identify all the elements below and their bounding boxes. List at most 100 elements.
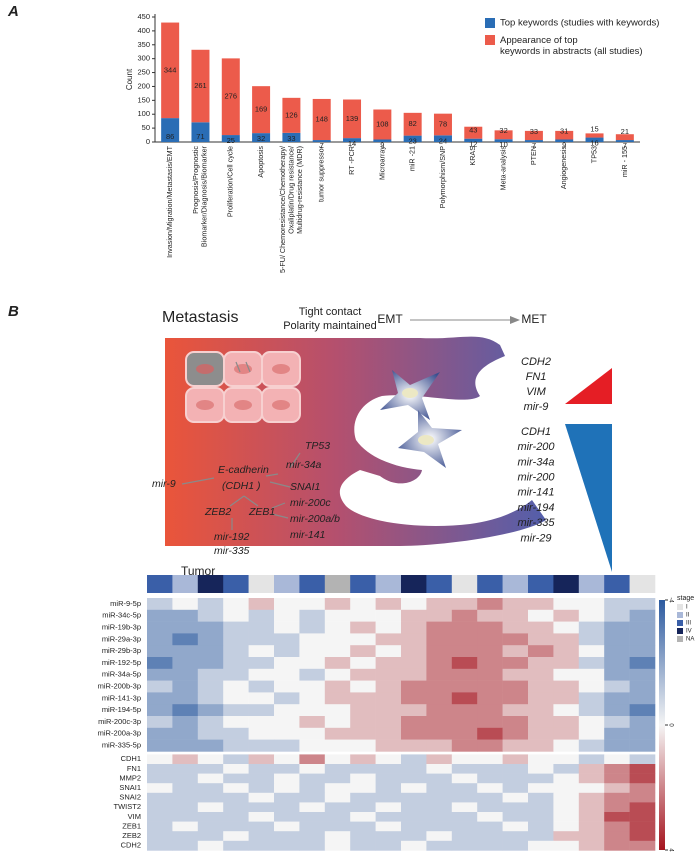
legend-label: Appearance of top keywords in abstracts (… [500,35,643,57]
heat-cell [324,727,351,740]
heat-cell [553,609,580,622]
heat-cell [604,609,630,622]
bar-segment [433,135,452,142]
heat-cell [401,792,427,803]
heat-cell [578,692,605,705]
heat-cell [604,645,630,658]
text-line: keywords in abstracts (all studies) [500,46,643,57]
heat-cell [274,727,300,740]
heat-cell [477,633,503,646]
value-label: 33 [530,127,538,136]
heat-cell [629,739,656,752]
heat-cell [502,621,529,634]
heat-cell [147,831,173,842]
heat-cell [528,792,554,803]
row-label: ZEB1 [122,821,141,830]
heat-cell [350,840,376,851]
heat-cell [350,645,376,658]
bar-segment [585,137,604,142]
bar-segment [252,86,271,134]
heat-cell [426,783,453,794]
node-label: (CDH1 ) [222,480,261,492]
heat-cell [223,645,249,658]
heat-cell [426,773,453,784]
heat-cell [604,657,630,670]
row-label: miR-34c-5p [102,611,141,620]
row-label: CDH2 [121,841,141,850]
heat-cell [477,812,503,822]
heat-cell [553,812,580,822]
heat-cell [147,754,173,765]
heat-cell [528,609,554,622]
bar-segment [343,99,362,139]
marker-label: FN1 [526,371,547,383]
heat-cell [248,609,275,622]
heat-cell [629,831,656,842]
marker-label: mir-194 [517,502,554,514]
heat-cell [375,645,402,658]
heat-cell [375,773,402,784]
row-label: miR-9-5p [110,599,141,608]
heat-cell [528,716,554,729]
stage-cell [604,575,630,593]
heat-cell [401,783,427,794]
node-label: mir-335 [214,545,250,557]
value-label: 32 [499,126,507,135]
heat-cell [451,657,478,670]
heat-cell [375,812,402,822]
stage-cell [147,575,173,593]
node-label: mir-141 [290,529,325,541]
heat-cell [172,716,199,729]
heat-cell [248,812,275,822]
marker-label: mir-200 [517,441,555,453]
heat-cell [147,657,173,670]
y-tick-label: 200 [137,81,150,90]
bar-segment [615,140,634,142]
heat-cell [629,821,656,832]
heat-cell [248,680,275,693]
heat-cell [502,773,529,784]
heat-cell [375,668,402,681]
x-tick-label: 5-FU/ Chemoresistance/Chemotherapy/Oxali… [278,146,304,273]
x-tick-label: Prognosis/PrognosticBiomarker/Diagnosis/… [191,145,209,247]
heat-cell [223,783,249,794]
heat-cell [324,645,351,658]
row-label: FN1 [127,764,141,773]
stage-cell [553,575,580,593]
heat-cell [401,727,427,740]
heat-cell [604,764,630,774]
marker-label: mir-200 [517,472,555,484]
heat-cell [375,704,402,717]
heat-cell [578,783,605,794]
heat-cell [451,783,478,794]
heat-cell [350,831,376,842]
heat-cell [401,812,427,822]
heat-cell [401,598,427,611]
value-label: 82 [408,119,416,128]
heat-cell [324,657,351,670]
heat-cell [477,609,503,622]
heat-cell [172,773,199,784]
heat-cell [324,716,351,729]
heat-cell [172,657,199,670]
heat-cell [324,680,351,693]
heat-cell [502,821,529,832]
heat-cell [426,802,453,813]
heat-cell [274,680,300,693]
heat-cell [578,727,605,740]
heat-cell [223,621,249,634]
heat-cell [147,739,173,752]
heat-cell [451,621,478,634]
node-label: mir-200a/b [290,513,340,525]
heat-cell [172,633,199,646]
colorbar [659,600,665,850]
value-label: 261 [194,81,207,90]
row-label: miR-335-5p [102,740,141,749]
heat-cell [477,645,503,658]
heat-cell [350,792,376,803]
heat-cell [477,727,503,740]
heat-cell [248,773,275,784]
heat-cell [604,783,630,794]
heat-cell [274,668,300,681]
heat-cell [350,609,376,622]
